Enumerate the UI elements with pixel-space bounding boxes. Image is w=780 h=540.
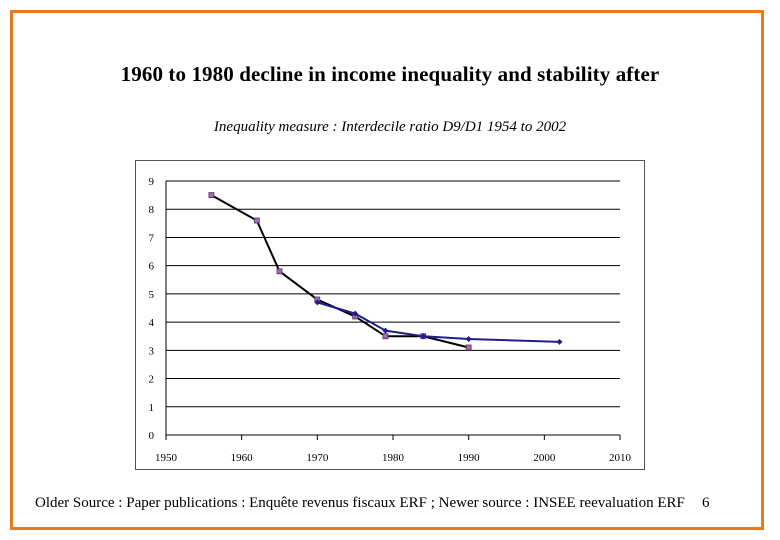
series-line [210,194,469,349]
slide-title: 1960 to 1980 decline in income inequalit… [120,62,660,86]
chart-area: 0 1 2 3 4 5 6 7 8 9 1950 1960 1970 1980 1990 2000 2010 [135,160,645,470]
y-tick-label: 2 [149,374,155,386]
y-tick-label: 1 [149,402,155,414]
y-tick-label: 6 [149,261,155,273]
y-tick-label: 8 [149,204,155,216]
x-tick-label: 1990 [458,452,481,464]
data-point [556,338,563,345]
data-point [382,327,389,334]
data-point [253,217,260,224]
x-tick-label: 2010 [609,452,632,464]
y-tick-label: 5 [149,289,155,301]
y-tick-label: 0 [149,430,155,442]
x-tick-label: 2000 [533,452,556,464]
data-point [420,333,427,340]
data-point [208,192,215,199]
x-tick-label: 1970 [306,452,329,464]
data-point [382,333,389,340]
x-tick-label: 1980 [382,452,405,464]
data-point [465,344,472,351]
y-tick-label: 3 [149,345,155,357]
chart-subtitle: Inequality measure : Interdecile ratio D… [213,119,567,135]
line-chart: 0 1 2 3 4 5 6 7 8 9 1950 1960 1970 1980 1990 2000 2010 [149,176,632,464]
data-point [352,310,359,317]
data-point [276,268,283,275]
x-tick-label: 1960 [231,452,254,464]
slide-number: 6 [702,495,710,511]
y-tick-label: 4 [149,317,155,329]
series-line [317,301,560,343]
y-tick-label: 7 [149,232,155,244]
x-tick-label: 1950 [155,452,178,464]
data-point [465,336,472,343]
y-tick-label: 9 [149,176,155,188]
source-footer: Older Source : Paper publications : Enqu… [35,495,685,511]
data-point [314,299,321,306]
